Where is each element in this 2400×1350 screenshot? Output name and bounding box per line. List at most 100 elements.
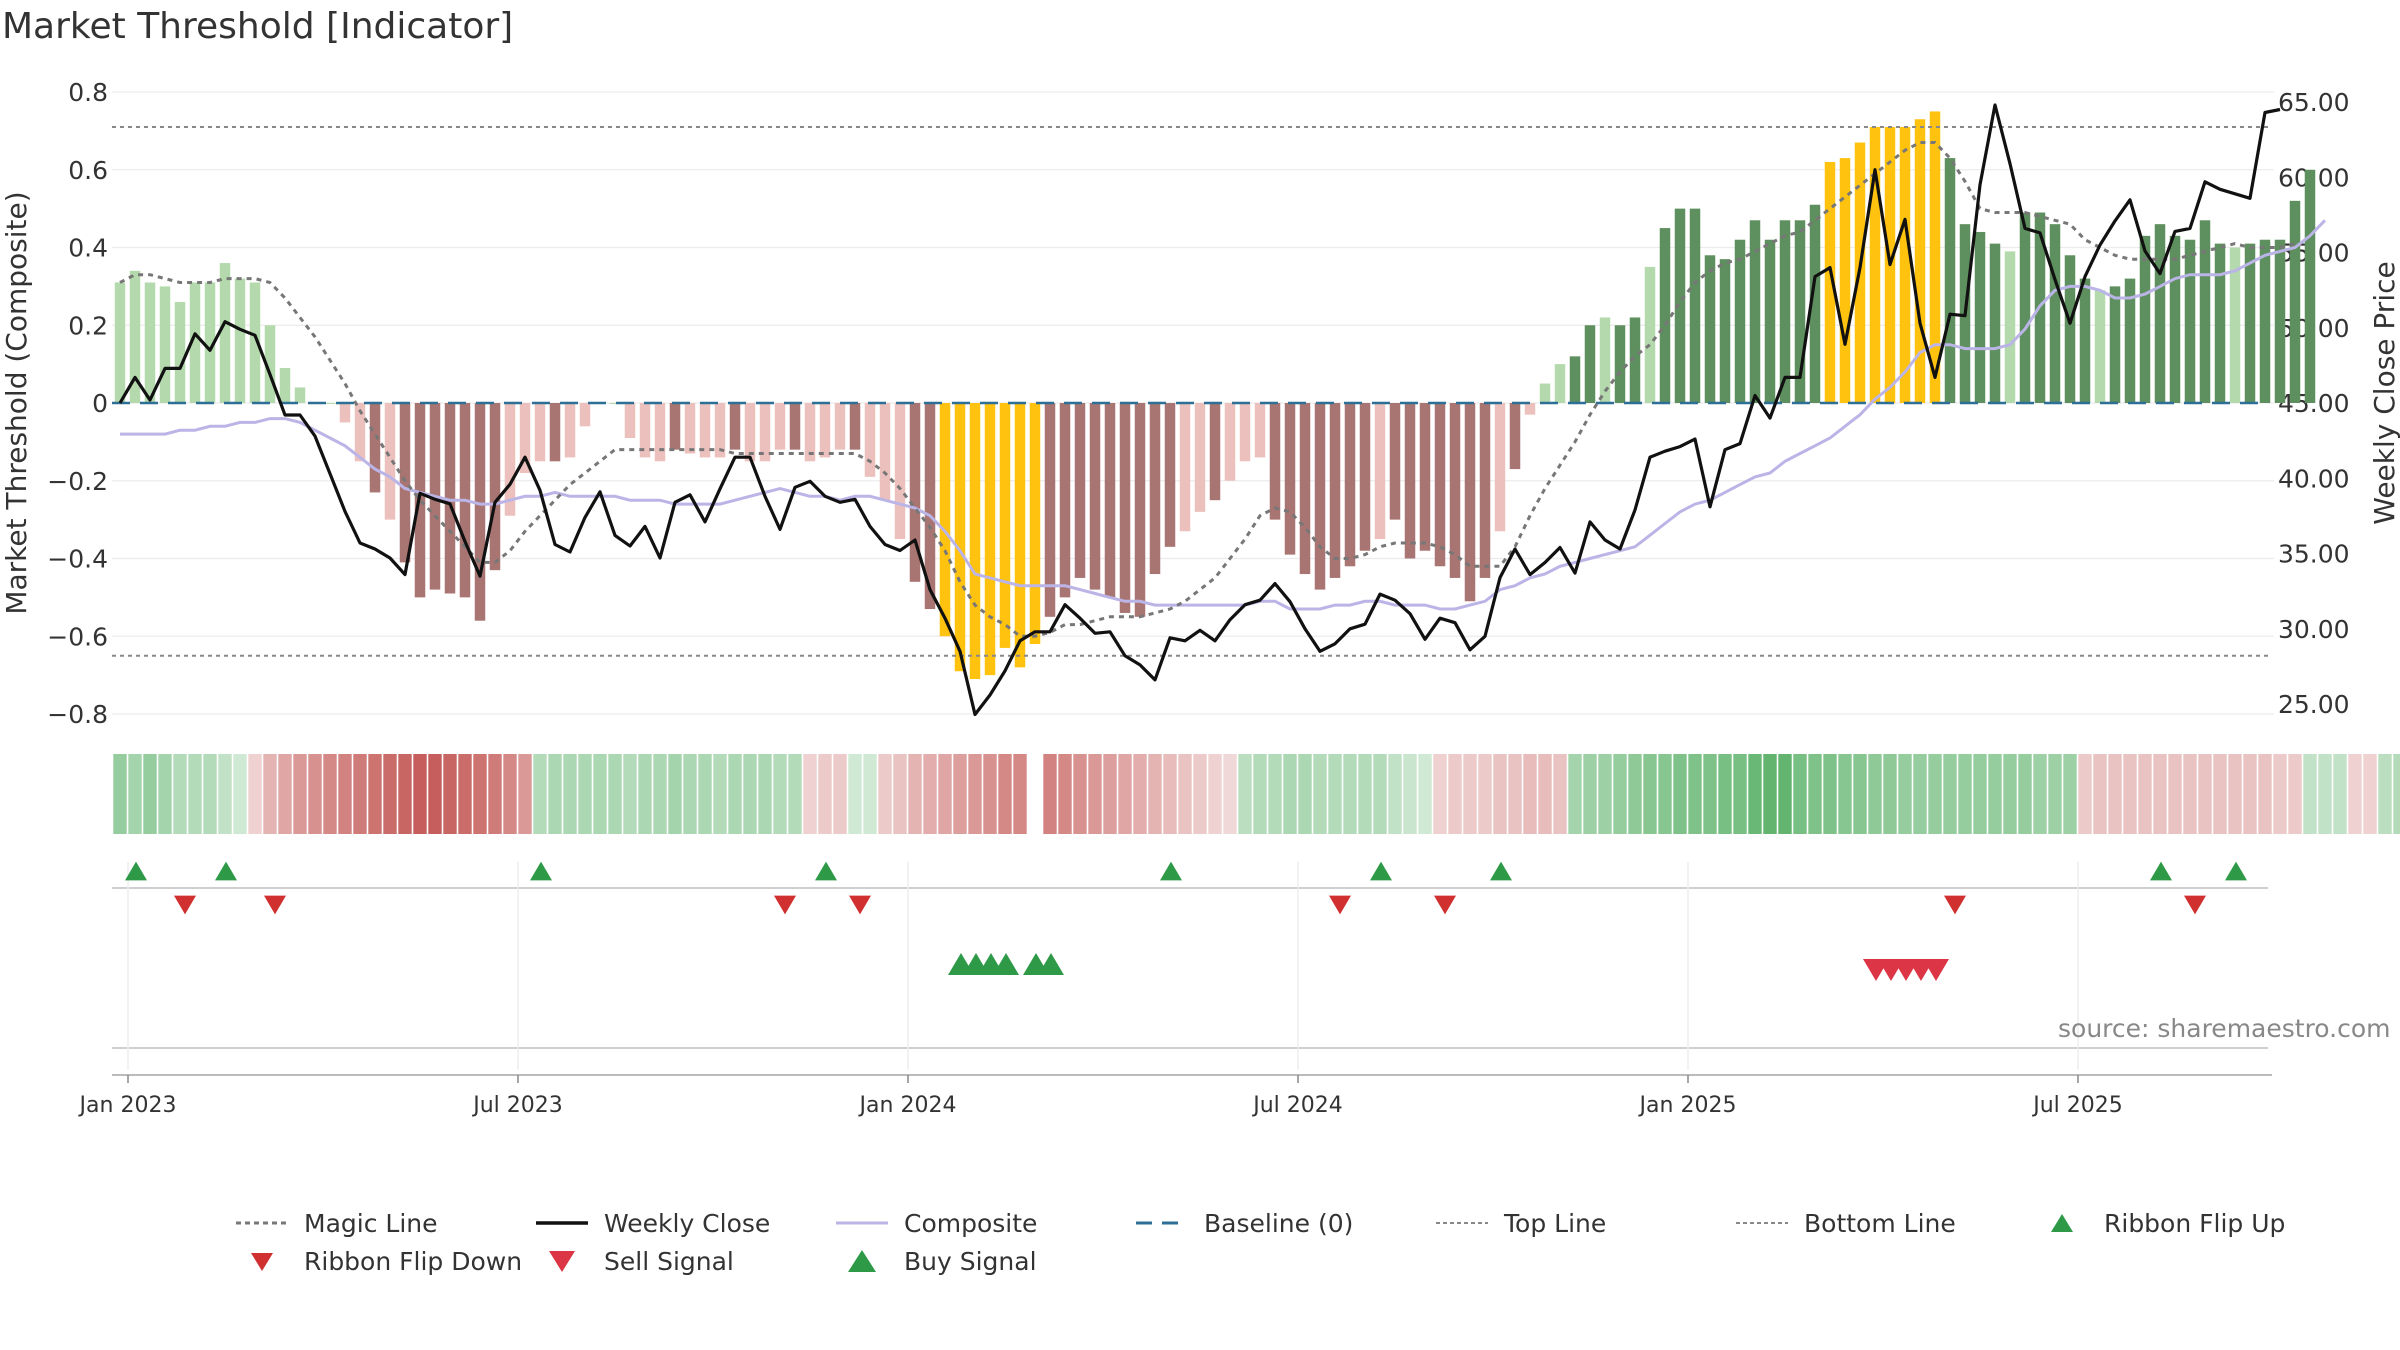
composite-bar <box>1554 364 1566 403</box>
ribbon-cell <box>2393 754 2400 834</box>
composite-bar <box>2124 278 2136 403</box>
ribbon-flip-down-marker <box>774 895 796 915</box>
composite-bar <box>1599 317 1611 403</box>
ribbon-cell <box>2198 754 2212 834</box>
composite-bar <box>1149 403 1161 575</box>
legend-label: Sell Signal <box>604 1246 734 1276</box>
ribbon-cell <box>323 754 337 834</box>
ribbon-cell <box>818 754 832 834</box>
composite-bar <box>1584 325 1596 403</box>
legend-symbol-dotted <box>236 1221 288 1225</box>
ribbon-cell <box>1223 754 1237 834</box>
composite-bar <box>474 403 486 621</box>
composite-bar <box>2154 224 2166 403</box>
composite-line <box>120 219 2327 611</box>
ribbon-flip-down-marker <box>849 895 871 915</box>
ribbon-cell <box>1958 754 1972 834</box>
composite-bar <box>1464 403 1476 602</box>
ribbon-cell <box>938 754 952 834</box>
legend-symbol-dashed <box>1136 1221 1188 1225</box>
composite-bar <box>489 403 501 571</box>
ribbon-cell <box>1658 754 1672 834</box>
ribbon-cell <box>488 754 502 834</box>
ribbon-cell <box>398 754 412 834</box>
ribbon-cell <box>878 754 892 834</box>
legend-item: Baseline (0) <box>1132 1205 1353 1241</box>
ribbon-cell <box>1598 754 1612 834</box>
composite-bar <box>2229 247 2241 403</box>
composite-bar <box>1269 403 1281 520</box>
ribbon-cell <box>953 754 967 834</box>
ribbon-cell <box>548 754 562 834</box>
ribbon-flip-up-marker <box>215 861 237 881</box>
composite-bar <box>1449 403 1461 578</box>
composite-bar <box>939 403 951 637</box>
y-tick-label: 0.4 <box>68 234 108 263</box>
composite-bar <box>1569 356 1581 403</box>
legend-label: Buy Signal <box>904 1246 1037 1276</box>
ribbon-cell <box>578 754 592 834</box>
y-tick-label: −0.2 <box>47 467 108 496</box>
composite-bar <box>669 403 681 450</box>
ribbon-cell <box>1013 754 1027 834</box>
legend-item: Ribbon Flip Down <box>232 1243 522 1279</box>
composite-bar <box>1734 239 1746 403</box>
legend-label: Composite <box>904 1208 1038 1238</box>
composite-bar <box>654 403 666 462</box>
composite-bar <box>969 403 981 680</box>
ribbon-cell <box>2183 754 2197 834</box>
composite-bar <box>2199 220 2211 403</box>
ribbon-cell <box>2063 754 2077 834</box>
ribbon-cell <box>1988 754 2002 834</box>
ribbon-flip-down-marker <box>264 895 286 915</box>
ribbon-cell <box>2078 754 2092 834</box>
ribbon-cell <box>1448 754 1462 834</box>
composite-bar <box>2019 212 2031 403</box>
ribbon-cell <box>1808 754 1822 834</box>
composite-bar <box>879 403 891 501</box>
composite-bar <box>2169 235 2181 403</box>
composite-bar <box>1719 259 1731 403</box>
composite-bar <box>1209 403 1221 501</box>
ribbon-cell <box>2018 754 2032 834</box>
composite-bar <box>1794 220 1806 403</box>
ribbon-cell <box>668 754 682 834</box>
legend-label: Magic Line <box>304 1208 438 1238</box>
composite-bar <box>849 403 861 450</box>
composite-bar <box>774 403 786 450</box>
y2-tick-label: 65.00 <box>2278 88 2350 117</box>
ribbon-cell <box>1823 754 1837 834</box>
x-tick-label: Jul 2025 <box>2031 1093 2123 1118</box>
ribbon-cell <box>1838 754 1852 834</box>
x-tick-label: Jan 2023 <box>78 1093 177 1118</box>
composite-bar <box>1434 403 1446 567</box>
ribbon-cell <box>1163 754 1177 834</box>
ribbon-cell <box>683 754 697 834</box>
ribbon-cell <box>788 754 802 834</box>
ribbon-cell <box>443 754 457 834</box>
ribbon-cell <box>203 754 217 834</box>
ribbon-cell <box>2033 754 2047 834</box>
ribbon-cell <box>1463 754 1477 834</box>
source-note: source: sharemaestro.com <box>2058 1014 2391 1043</box>
composite-bar <box>294 387 306 403</box>
composite-bar <box>384 403 396 520</box>
ribbon-cell <box>593 754 607 834</box>
ribbon-cell <box>188 754 202 834</box>
chart-title: Market Threshold [Indicator] <box>2 6 514 47</box>
composite-bar <box>2259 239 2271 403</box>
composite-bar <box>114 282 126 403</box>
composite-bar <box>1899 126 1911 404</box>
ribbon-cell <box>803 754 817 834</box>
buy-signal-marker <box>1038 952 1064 976</box>
composite-bar <box>1194 403 1206 512</box>
composite-bar <box>1539 383 1551 403</box>
ribbon-cell <box>1253 754 1267 834</box>
composite-bar <box>1014 403 1026 668</box>
ribbon-cell <box>1088 754 1102 834</box>
ribbon-cell <box>263 754 277 834</box>
magic-line <box>119 141 2296 638</box>
composite-bar <box>369 403 381 493</box>
x-tick-label: Jan 2024 <box>858 1093 957 1118</box>
ribbon-cell <box>338 754 352 834</box>
